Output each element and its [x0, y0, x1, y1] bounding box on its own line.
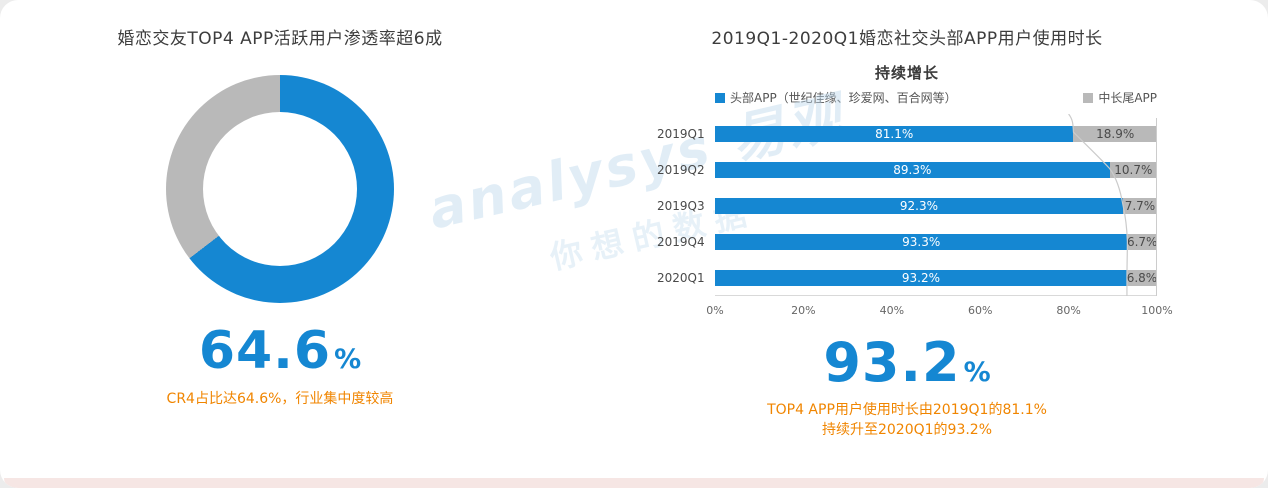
bar-segment-secondary: 18.9%: [1073, 126, 1157, 142]
bar-track: 81.1% 18.9%: [715, 126, 1157, 142]
bar-track: 89.3% 10.7%: [715, 162, 1157, 178]
bar-chart-figure: 头部APP（世纪佳缘、珍爱网、百合网等） 中长尾APP 2019Q1 81.1% 1…: [657, 89, 1173, 320]
donut-chart: [166, 75, 394, 303]
bar-segment-primary: 81.1%: [715, 126, 1074, 142]
legend-swatch-blue: [715, 92, 725, 103]
bar-track: 93.2% 6.8%: [715, 270, 1157, 286]
right-key-metric-value: 93.2: [823, 331, 961, 394]
left-key-metric: 64.6%: [199, 325, 361, 377]
bar-segment-primary: 92.3%: [715, 198, 1123, 214]
x-axis-tick: 20%: [791, 304, 816, 317]
legend-item-tail-apps: 中长尾APP: [1083, 89, 1157, 106]
bar-row: 2019Q2 89.3% 10.7%: [657, 152, 1157, 188]
bar-segment-primary: 93.3%: [715, 234, 1128, 250]
right-caption-line2: 持续升至2020Q1的93.2%: [821, 422, 993, 439]
left-caption: CR4占比达64.6%，行业集中度较高: [166, 391, 394, 407]
category-label: 2019Q1: [657, 127, 705, 141]
x-axis: 0% 20% 40% 60% 80% 100%: [706, 302, 1172, 320]
category-label: 2019Q2: [657, 163, 705, 177]
bar-segment-secondary: 6.8%: [1126, 270, 1158, 286]
panel-penetration: 婚恋交友TOP4 APP活跃用户渗透率超6成 64.6% CR4占比达64.6%…: [0, 0, 560, 488]
bar-segment-secondary: 7.7%: [1122, 198, 1157, 214]
bar-chart-rows: 2019Q1 81.1% 18.9% 2019Q2 89.3% 10.7% 2019Q3 92…: [657, 114, 1157, 296]
legend-label-tail-apps: 中长尾APP: [1098, 91, 1157, 105]
right-key-metric: 93.2%: [823, 336, 990, 390]
category-label: 2020Q1: [657, 271, 705, 285]
category-label: 2019Q4: [657, 235, 705, 249]
bar-segment-primary: 89.3%: [715, 162, 1110, 178]
left-chart-title: 婚恋交友TOP4 APP活跃用户渗透率超6成: [117, 29, 443, 49]
x-axis-tick: 80%: [1056, 304, 1081, 317]
legend-swatch-gray: [1083, 92, 1094, 103]
x-axis-tick: 0%: [706, 304, 724, 317]
bar-segment-secondary: 10.7%: [1109, 162, 1157, 178]
bar-row: 2019Q3 92.3% 7.7%: [657, 188, 1157, 224]
bar-segment-secondary: 6.7%: [1126, 234, 1158, 250]
right-key-metric-unit: %: [963, 357, 991, 388]
right-caption-line1: TOP4 APP用户使用时长由2019Q1的81.1%: [767, 402, 1047, 418]
left-key-metric-value: 64.6: [198, 321, 332, 381]
right-chart-title: 2019Q1-2020Q1婚恋社交头部APP用户使用时长: [711, 29, 1103, 49]
x-axis-tick: 100%: [1141, 304, 1173, 317]
x-axis-tick: 60%: [967, 304, 993, 317]
bar-segment-primary: 93.2%: [715, 270, 1127, 286]
panel-usage-duration: 2019Q1-2020Q1婚恋社交头部APP用户使用时长 持续增长 头部APP（…: [560, 0, 1268, 488]
legend: 头部APP（世纪佳缘、珍爱网、百合网等） 中长尾APP: [657, 89, 1157, 106]
bar-track: 93.3% 6.7%: [715, 234, 1157, 250]
bar-track: 92.3% 7.7%: [715, 198, 1157, 214]
bar-row: 2019Q1 81.1% 18.9%: [657, 116, 1157, 152]
bar-row: 2019Q4 93.3% 6.7%: [657, 224, 1157, 260]
right-caption: TOP4 APP用户使用时长由2019Q1的81.1% 持续升至2020Q1的9…: [767, 400, 1047, 441]
bottom-accent-strip: [4, 478, 1264, 488]
legend-item-head-apps: 头部APP（世纪佳缘、珍爱网、百合网等）: [715, 89, 957, 106]
category-label: 2019Q3: [657, 199, 705, 213]
trend-annotation: 持续增长: [874, 64, 939, 82]
x-axis-tick: 40%: [879, 304, 905, 317]
left-key-metric-unit: %: [334, 344, 362, 375]
legend-label-head-apps: 头部APP（世纪佳缘、珍爱网、百合网等）: [730, 91, 957, 105]
bar-row: 2020Q1 93.2% 6.8%: [657, 260, 1157, 296]
